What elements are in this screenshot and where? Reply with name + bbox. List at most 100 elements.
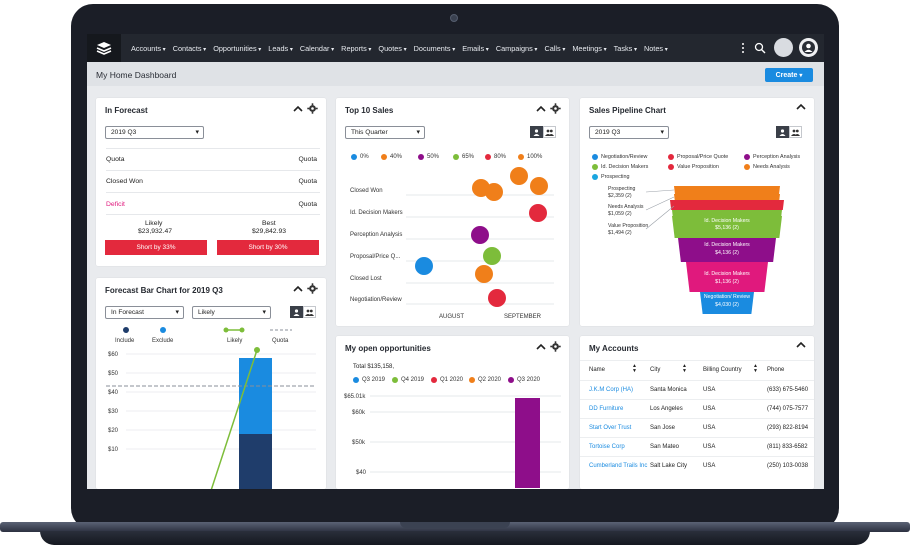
sale-bubble[interactable] — [471, 226, 489, 244]
pipeline-legend-item[interactable]: Value Proposition — [668, 164, 719, 170]
group-users-icon[interactable] — [789, 126, 802, 138]
funnel-stage-value: $5,136 (2) — [715, 225, 739, 231]
nav-documents[interactable]: Documents — [414, 44, 456, 53]
chevron-up-icon[interactable] — [796, 103, 806, 111]
opportunity-legend-item[interactable]: Q4 2019 — [392, 377, 424, 383]
top10-period-select[interactable]: This Quarter — [345, 126, 425, 139]
funnel-segment[interactable] — [700, 292, 754, 314]
chevron-up-icon[interactable] — [293, 285, 303, 293]
create-button[interactable]: Create ▾ — [765, 68, 813, 82]
table-row[interactable]: Cumberland Trails Inc Salt Lake City USA… — [580, 456, 814, 475]
top10-legend-item[interactable]: 50% — [418, 154, 439, 160]
table-row[interactable]: DD Furniture Los Angeles USA (744) 075-7… — [580, 399, 814, 418]
forecast-type-select[interactable]: In Forecast — [105, 306, 184, 319]
group-users-icon[interactable] — [543, 126, 556, 138]
nav-campaigns[interactable]: Campaigns — [496, 44, 538, 53]
pipeline-legend-item[interactable]: Negotiation/Review — [592, 154, 647, 160]
chevron-up-icon[interactable] — [536, 105, 546, 113]
top10-view-toggle — [530, 126, 556, 138]
gear-icon[interactable] — [550, 341, 561, 352]
funnel-segment[interactable] — [674, 186, 780, 194]
sale-bubble[interactable] — [415, 257, 433, 275]
short-likely-button[interactable]: Short by 33% — [105, 240, 207, 255]
sale-bubble[interactable] — [485, 183, 503, 201]
nav-leads[interactable]: Leads — [268, 44, 293, 53]
bar-exclude — [239, 376, 272, 434]
opportunity-legend-item[interactable]: Q2 2020 — [469, 377, 501, 383]
user-avatar-icon[interactable] — [799, 38, 818, 57]
single-user-icon[interactable] — [530, 126, 543, 138]
sort-icon[interactable]: ▲ ▼ — [632, 363, 637, 374]
pipeline-legend-item[interactable]: Needs Analysis — [744, 164, 790, 170]
forecast-period-select[interactable]: 2019 Q3 — [105, 126, 204, 139]
nav-calendar[interactable]: Calendar — [300, 44, 334, 53]
nav-emails[interactable]: Emails — [462, 44, 489, 53]
funnel-segment[interactable] — [674, 194, 780, 200]
nav-calls[interactable]: Calls — [544, 44, 565, 53]
nav-meetings[interactable]: Meetings — [572, 44, 606, 53]
pipeline-legend-item[interactable]: Id. Decision Makers — [592, 164, 648, 170]
opportunity-legend-item[interactable]: Q3 2020 — [508, 377, 540, 383]
account-name-link[interactable]: Tortoise Corp — [589, 444, 625, 450]
opportunity-legend-item[interactable]: Q1 2020 — [431, 377, 463, 383]
top10-legend-item[interactable]: 0% — [351, 154, 369, 160]
account-name-link[interactable]: Cumberland Trails Inc — [589, 463, 648, 469]
account-name-link[interactable]: Start Over Trust — [589, 425, 632, 431]
sale-bubble[interactable] — [488, 289, 506, 307]
account-name-link[interactable]: DD Furniture — [589, 406, 624, 412]
funnel-segment[interactable] — [670, 200, 784, 210]
pipeline-legend-item[interactable]: Perception Analysis — [744, 154, 800, 160]
table-row[interactable]: Tortoise Corp San Mateo USA (811) 833-65… — [580, 437, 814, 456]
chevron-up-icon[interactable] — [293, 105, 303, 113]
pipeline-legend-item[interactable]: Proposal/Price Quote — [668, 154, 728, 160]
nav-reports[interactable]: Reports — [341, 44, 371, 53]
chevron-up-icon[interactable] — [536, 343, 546, 351]
account-name-link[interactable]: J.K.M Corp (HA) — [589, 387, 634, 393]
sale-bubble[interactable] — [483, 247, 501, 265]
table-row[interactable]: Start Over Trust San Jose USA (293) 822-… — [580, 418, 814, 437]
opportunity-legend-item[interactable]: Q3 2019 — [353, 377, 385, 383]
sale-bubble[interactable] — [475, 265, 493, 283]
create-label: Create — [775, 71, 798, 79]
sale-bubble[interactable] — [510, 167, 528, 185]
sort-icon[interactable]: ▲ ▼ — [682, 363, 687, 374]
single-user-icon[interactable] — [776, 126, 789, 138]
nav-accounts[interactable]: Accounts — [131, 44, 166, 53]
sale-bubble[interactable] — [529, 204, 547, 222]
more-vertical-icon[interactable] — [738, 41, 748, 55]
funnel-segment[interactable] — [678, 238, 776, 262]
funnel-segment[interactable] — [672, 210, 782, 216]
top10-legend-item[interactable]: 100% — [518, 154, 542, 160]
nav-notes[interactable]: Notes — [644, 44, 668, 53]
short-best-button[interactable]: Short by 30% — [217, 240, 319, 255]
top10-legend-item[interactable]: 80% — [485, 154, 506, 160]
top10-legend-item[interactable]: 40% — [381, 154, 402, 160]
gear-icon[interactable] — [307, 283, 318, 294]
column-header-country[interactable]: Billing Country — [703, 367, 742, 373]
sort-icon[interactable]: ▲ ▼ — [753, 363, 758, 374]
column-header-city[interactable]: City — [650, 367, 661, 373]
column-header-name[interactable]: Name — [589, 367, 606, 373]
chevron-up-icon[interactable] — [796, 341, 806, 349]
table-row[interactable]: J.K.M Corp (HA) Santa Monica USA (633) 6… — [580, 380, 814, 399]
gear-icon[interactable] — [307, 103, 318, 114]
forecast-measure-select[interactable]: Likely — [192, 306, 271, 319]
top10-legend-item[interactable]: 65% — [453, 154, 474, 160]
single-user-icon[interactable] — [290, 306, 303, 318]
nav-contacts[interactable]: Contacts — [173, 44, 206, 53]
nav-opportunities[interactable]: Opportunities — [213, 44, 261, 53]
gear-icon[interactable] — [550, 103, 561, 114]
search-icon[interactable] — [754, 42, 766, 54]
group-users-icon[interactable] — [303, 306, 316, 318]
nav-tasks[interactable]: Tasks — [614, 44, 637, 53]
column-header-phone[interactable]: Phone — [767, 367, 785, 373]
funnel-segment[interactable] — [672, 216, 782, 238]
sale-bubble[interactable] — [530, 177, 548, 195]
notification-avatar[interactable] — [774, 38, 793, 57]
app-logo-icon[interactable] — [87, 34, 121, 62]
pipeline-legend-item[interactable]: Prospecting — [592, 174, 629, 180]
pipeline-period-select[interactable]: 2019 Q3 — [589, 126, 669, 139]
funnel-segment[interactable] — [686, 262, 768, 292]
legend-label: Q3 2020 — [517, 377, 541, 383]
nav-quotes[interactable]: Quotes — [378, 44, 406, 53]
